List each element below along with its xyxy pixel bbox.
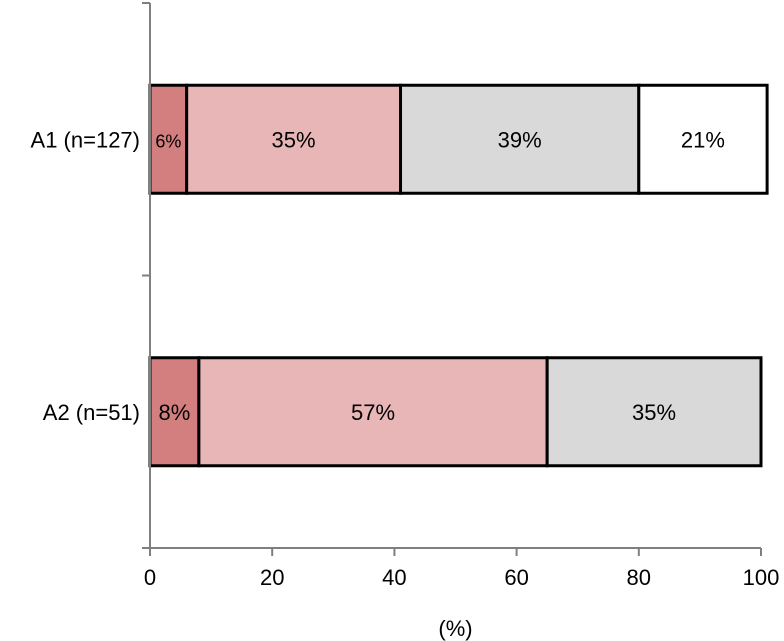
bar-area: 6% 35% 39% 21% 8% 57% 35% <box>148 83 769 468</box>
x-tick-label: 20 <box>260 565 284 590</box>
data-label: 39% <box>498 127 542 152</box>
x-tick-label: 60 <box>504 565 528 590</box>
data-label: 35% <box>632 400 676 425</box>
data-label: 35% <box>272 127 316 152</box>
x-tick-label: 0 <box>144 565 156 590</box>
data-label: 57% <box>351 400 395 425</box>
data-label: 8% <box>159 400 191 425</box>
x-tick-label: 80 <box>627 565 651 590</box>
category-labels: A1 (n=127) A2 (n=51) <box>31 127 140 425</box>
bar-segment <box>637 83 769 195</box>
bar-segment <box>545 356 763 468</box>
bar-segment <box>148 356 201 468</box>
x-tick-label: 100 <box>743 565 780 590</box>
x-axis-title: (%) <box>438 616 472 641</box>
category-label: A1 (n=127) <box>31 127 140 152</box>
category-label: A2 (n=51) <box>43 400 140 425</box>
data-label: 21% <box>681 127 725 152</box>
bar-segment <box>185 83 403 195</box>
x-tick-labels: 0 20 40 60 80 100 <box>144 565 779 590</box>
x-tick-label: 40 <box>382 565 406 590</box>
axis-ticks <box>142 2 762 556</box>
data-label: 6% <box>155 131 181 151</box>
bar-segment <box>399 83 641 195</box>
bar-segment <box>197 356 549 468</box>
